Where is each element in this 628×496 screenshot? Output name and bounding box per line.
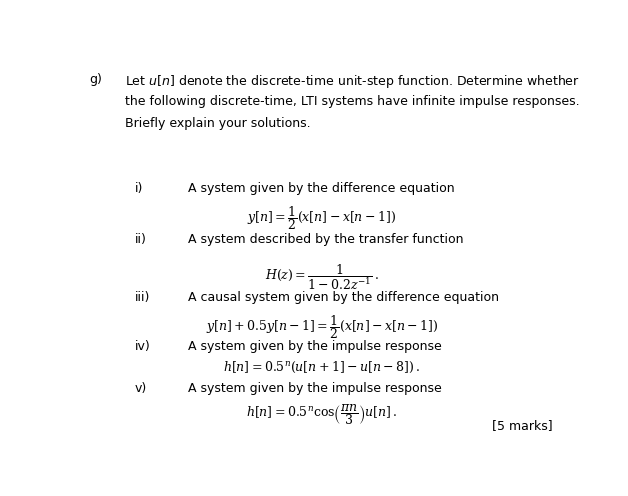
Text: ii): ii) <box>134 233 146 247</box>
Text: [5 marks]: [5 marks] <box>492 419 553 432</box>
Text: $h[n]=0.5^n(u[n+1]-u[n-8])\,.$: $h[n]=0.5^n(u[n+1]-u[n-8])\,.$ <box>224 360 420 375</box>
Text: Let $u[n]$ denote the discrete-time unit-step function. Determine whether: Let $u[n]$ denote the discrete-time unit… <box>125 73 580 90</box>
Text: Briefly explain your solutions.: Briefly explain your solutions. <box>125 117 310 130</box>
Text: A system described by the transfer function: A system described by the transfer funct… <box>188 233 463 247</box>
Text: g): g) <box>89 73 102 86</box>
Text: $H(z)=\dfrac{1}{1-0.2z^{-1}}\,.$: $H(z)=\dfrac{1}{1-0.2z^{-1}}\,.$ <box>265 262 379 292</box>
Text: A system given by the impulse response: A system given by the impulse response <box>188 340 441 353</box>
Text: A causal system given by the difference equation: A causal system given by the difference … <box>188 291 499 304</box>
Text: iii): iii) <box>134 291 150 304</box>
Text: A system given by the difference equation: A system given by the difference equatio… <box>188 182 455 195</box>
Text: $h[n]=0.5^n\cos\!\left(\dfrac{\pi n}{3}\right)u[n]\,.$: $h[n]=0.5^n\cos\!\left(\dfrac{\pi n}{3}\… <box>246 402 398 427</box>
Text: v): v) <box>134 382 147 395</box>
Text: i): i) <box>134 182 143 195</box>
Text: $y[n]+0.5y[n-1]=\dfrac{1}{2}(x[n]-x[n-1])$: $y[n]+0.5y[n-1]=\dfrac{1}{2}(x[n]-x[n-1]… <box>206 313 438 341</box>
Text: $y[n]=\dfrac{1}{2}(x[n]-x[n-1])$: $y[n]=\dfrac{1}{2}(x[n]-x[n-1])$ <box>247 204 396 232</box>
Text: iv): iv) <box>134 340 150 353</box>
Text: the following discrete-time, LTI systems have infinite impulse responses.: the following discrete-time, LTI systems… <box>125 95 580 108</box>
Text: A system given by the impulse response: A system given by the impulse response <box>188 382 441 395</box>
